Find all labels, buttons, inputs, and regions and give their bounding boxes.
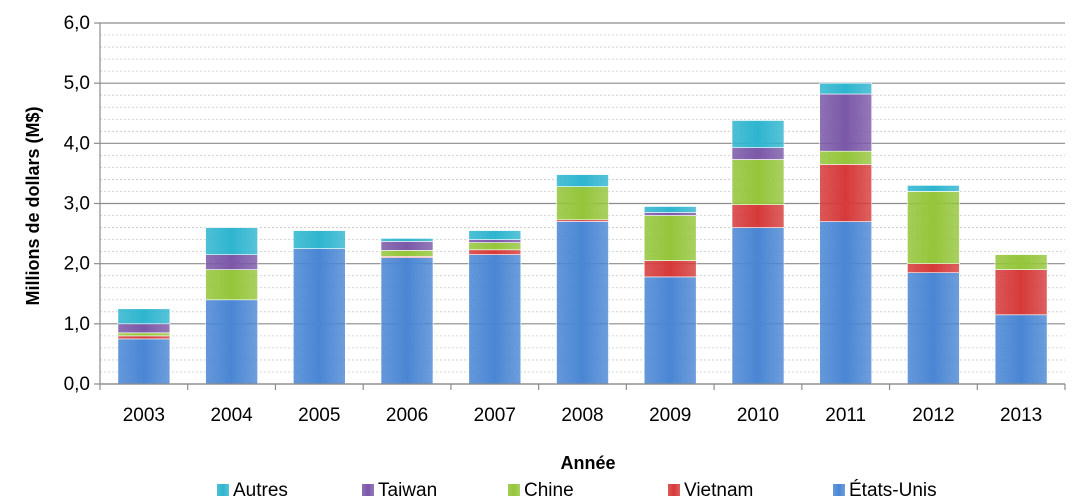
legend-swatch	[362, 484, 374, 496]
bar-segment-2008-4	[556, 174, 609, 187]
bar-segment-2008-0	[556, 221, 609, 385]
bar-segment-2011-4	[819, 82, 873, 95]
bar-segment-2004-2	[205, 269, 258, 301]
y-tick-label: 4,0	[64, 133, 90, 154]
legend-label: Vietnam	[684, 480, 753, 501]
y-tick-label: 0,0	[64, 374, 90, 395]
bar-segment-2003-0	[117, 338, 171, 385]
y-axis-title: Millions de dollars (M$)	[23, 106, 43, 305]
bar-segment-2011-2	[819, 150, 873, 165]
bar-segment-2004-0	[205, 299, 258, 385]
grid-lines	[100, 22, 1065, 385]
bar-segment-2005-4	[292, 230, 346, 249]
x-tick-label: 2011	[825, 405, 866, 426]
bar-segment-2007-1	[468, 249, 522, 255]
tick-labels: 2003 2004 2005 2006 2007 2008 2009 2010 2011 2012…	[64, 13, 1043, 426]
y-tick-label: 5,0	[64, 73, 90, 94]
x-tick-label: 2003	[123, 405, 165, 426]
x-tick-label: 2010	[737, 405, 779, 426]
x-tick-label: 2004	[210, 405, 253, 426]
bar-segment-2009-0	[643, 276, 697, 385]
legend-swatch	[833, 484, 845, 496]
legend-swatch	[668, 484, 680, 496]
x-tick-label: 2012	[912, 405, 954, 426]
bar-segment-2013-0	[994, 314, 1048, 385]
y-tick-label: 6,0	[64, 13, 90, 34]
bar-segment-2007-3	[468, 239, 522, 243]
x-tick-label: 2005	[298, 405, 340, 426]
bar-segment-2004-3	[205, 254, 258, 270]
bar-segment-2012-4	[907, 185, 960, 192]
bar-segment-2010-0	[731, 227, 785, 385]
bar-segment-2012-2	[907, 191, 960, 264]
x-tick-label: 2009	[649, 405, 691, 426]
bar-segment-2007-2	[468, 242, 522, 251]
bar-segment-2007-4	[468, 230, 522, 240]
legend-label: Taiwan	[378, 480, 437, 501]
legend-swatch	[508, 484, 520, 496]
bar-segment-2010-2	[731, 159, 785, 206]
bar-segment-2009-3	[643, 212, 697, 216]
x-axis-title: Année	[560, 453, 615, 473]
bar-segment-2011-1	[819, 164, 873, 222]
bar-segment-2006-4	[380, 238, 434, 242]
bar-segment-2003-4	[117, 308, 171, 325]
bar-segment-2004-4	[205, 227, 258, 256]
bar-segment-2010-4	[731, 120, 785, 148]
x-tick-label: 2013	[1000, 405, 1042, 426]
bar-segment-2006-3	[380, 241, 434, 251]
bar-segment-2003-1	[117, 335, 171, 340]
bar-segment-2012-0	[907, 272, 960, 385]
bar-segment-2011-3	[819, 93, 873, 152]
legend: Autres Taiwan Chine Vietnam États-Unis	[217, 480, 937, 501]
x-tick-label: 2008	[561, 405, 603, 426]
bars	[117, 82, 1048, 385]
x-tick-label: 2007	[474, 405, 516, 426]
legend-label: Autres	[233, 480, 288, 501]
bar-segment-2009-2	[643, 215, 697, 261]
x-tick-label: 2006	[386, 405, 428, 426]
bar-segment-2006-2	[380, 250, 434, 257]
legend-swatch	[217, 484, 229, 496]
y-tick-label: 1,0	[64, 314, 90, 335]
bar-segment-2003-2	[117, 332, 171, 337]
bar-segment-2010-1	[731, 204, 785, 228]
y-tick-label: 3,0	[64, 194, 90, 215]
bar-segment-2003-3	[117, 323, 171, 334]
bar-segment-2005-0	[292, 248, 346, 385]
bar-segment-2012-1	[907, 263, 960, 274]
y-tick-label: 2,0	[64, 254, 90, 275]
bar-segment-2006-0	[380, 257, 434, 385]
bar-segment-2009-1	[643, 260, 697, 278]
bar-segment-2011-0	[819, 221, 873, 385]
bar-segment-2010-3	[731, 147, 785, 160]
bar-segment-2013-1	[994, 269, 1048, 316]
bar-segment-2013-2	[994, 254, 1048, 270]
legend-label: États-Unis	[849, 480, 937, 501]
bar-segment-2007-0	[468, 254, 522, 385]
axes	[94, 22, 1066, 390]
bar-segment-2009-4	[643, 206, 697, 213]
bar-segment-2008-2	[556, 186, 609, 221]
legend-label: Chine	[524, 480, 574, 501]
